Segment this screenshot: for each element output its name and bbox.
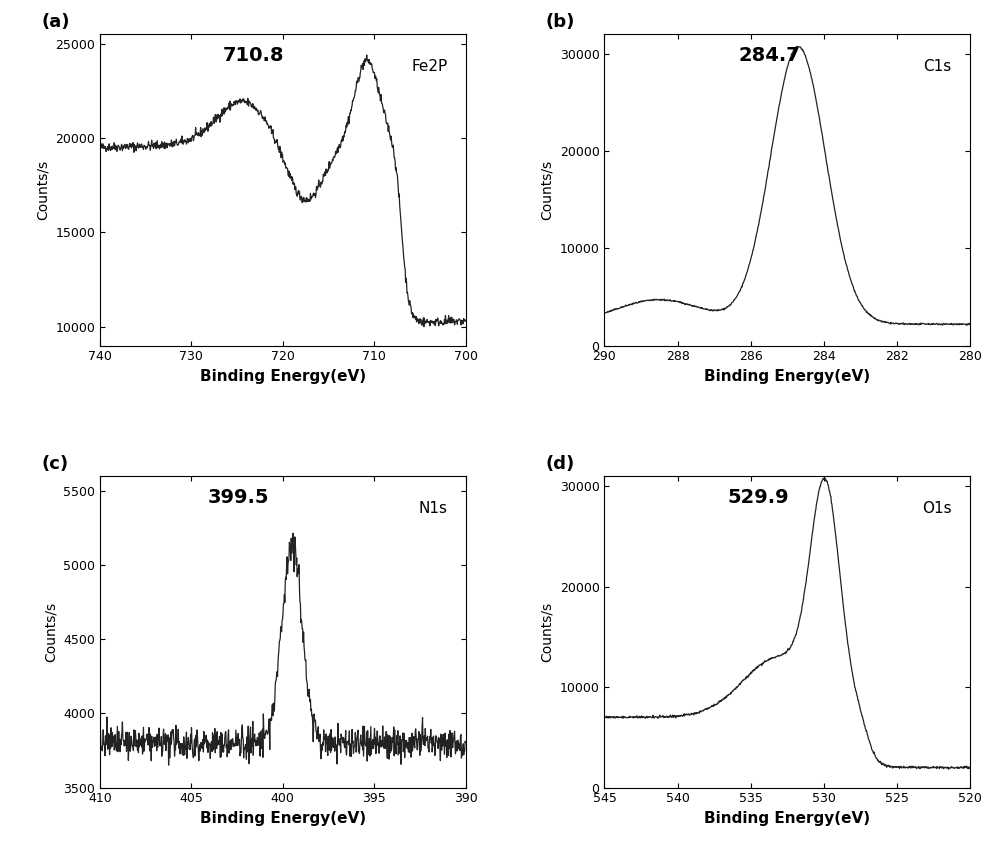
- Y-axis label: Counts/s: Counts/s: [36, 160, 50, 220]
- Text: Fe2P: Fe2P: [411, 59, 447, 74]
- Y-axis label: Counts/s: Counts/s: [540, 160, 554, 220]
- Text: 284.7: 284.7: [738, 46, 800, 65]
- X-axis label: Binding Energy(eV): Binding Energy(eV): [200, 369, 366, 384]
- Text: (c): (c): [42, 455, 69, 473]
- Text: O1s: O1s: [922, 501, 952, 516]
- X-axis label: Binding Energy(eV): Binding Energy(eV): [200, 811, 366, 826]
- Y-axis label: Counts/s: Counts/s: [44, 602, 58, 662]
- X-axis label: Binding Energy(eV): Binding Energy(eV): [704, 369, 870, 384]
- X-axis label: Binding Energy(eV): Binding Energy(eV): [704, 811, 870, 826]
- Text: 710.8: 710.8: [223, 46, 284, 65]
- Y-axis label: Counts/s: Counts/s: [540, 602, 554, 662]
- Text: (d): (d): [546, 455, 575, 473]
- Text: (b): (b): [546, 13, 575, 31]
- Text: 529.9: 529.9: [727, 489, 789, 508]
- Text: N1s: N1s: [418, 501, 447, 516]
- Text: C1s: C1s: [923, 59, 952, 74]
- Text: (a): (a): [42, 13, 70, 31]
- Text: 399.5: 399.5: [208, 489, 270, 508]
